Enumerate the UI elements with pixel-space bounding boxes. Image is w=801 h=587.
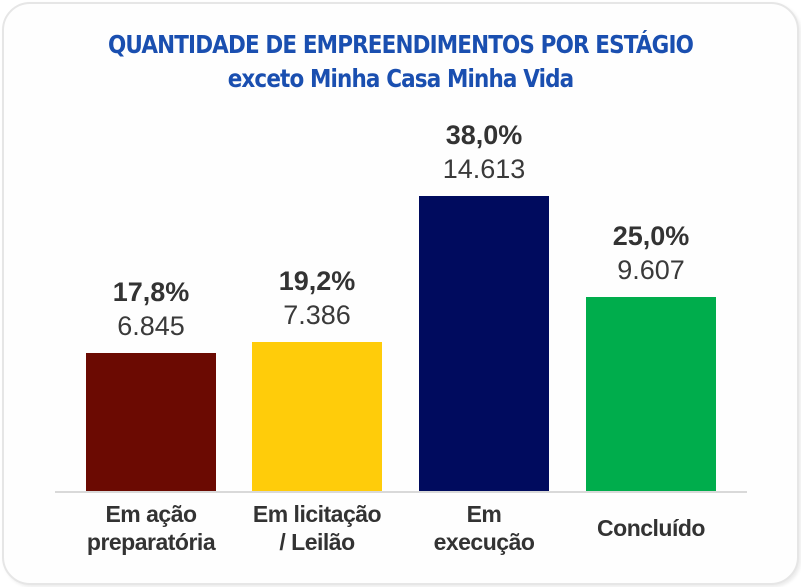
value-label: 7.386 <box>283 300 351 330</box>
percentage-label: 25,0% <box>612 221 690 251</box>
bar <box>86 353 216 491</box>
category-label: Em execução <box>399 500 569 556</box>
x-axis-line <box>55 491 747 493</box>
category-label: Concluído <box>566 514 736 542</box>
percentage-label: 19,2% <box>278 266 356 296</box>
percentage-label: 38,0% <box>445 120 523 150</box>
value-label: 9.607 <box>617 255 685 285</box>
category-label-line: Concluído <box>597 515 705 541</box>
percentage-label: 17,8% <box>112 277 190 307</box>
category-label-line: / Leilão <box>279 529 355 555</box>
bar <box>586 297 716 491</box>
chart-title: QUANTIDADE DE EMPREENDIMENTOS POR ESTÁGI… <box>107 30 694 59</box>
bar <box>252 342 382 491</box>
category-label-line: Em <box>466 501 502 527</box>
value-label: 6.845 <box>117 311 185 341</box>
category-label-line: Em ação <box>105 501 197 527</box>
bar <box>419 196 549 491</box>
category-label: Em licitação / Leilão <box>232 500 402 556</box>
category-label-line: execução <box>433 529 535 555</box>
category-label-line: preparatória <box>86 529 216 555</box>
chart-subtitle: exceto Minha Casa Minha Vida <box>227 64 574 93</box>
category-label-line: Em licitação <box>252 501 382 527</box>
category-label: Em ação preparatória <box>66 500 236 556</box>
value-label: 14.613 <box>442 154 526 184</box>
